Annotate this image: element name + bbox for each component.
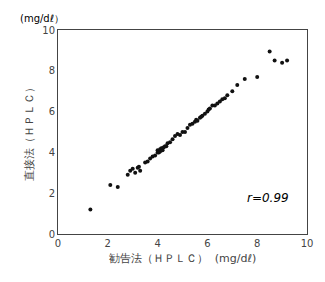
svg-text:10: 10 [42, 25, 55, 36]
svg-text:0: 0 [55, 238, 61, 249]
svg-text:勧告法（ＨＰＬＣ） (mg/dℓ): 勧告法（ＨＰＬＣ） (mg/dℓ) [109, 252, 257, 265]
svg-text:4: 4 [154, 238, 160, 249]
svg-text:6: 6 [49, 106, 55, 117]
svg-text:4: 4 [49, 147, 55, 158]
svg-text:8: 8 [254, 238, 260, 249]
svg-text:(mg/dℓ）: (mg/dℓ） [20, 13, 64, 24]
svg-text:2: 2 [49, 188, 55, 199]
svg-text:0: 0 [49, 229, 55, 240]
svg-text:6: 6 [204, 238, 210, 249]
svg-text:r=0.99: r=0.99 [247, 191, 289, 205]
svg-text:8: 8 [49, 65, 55, 76]
svg-text:2: 2 [105, 238, 111, 249]
svg-text:直接法（ＨＰＬＣ）: 直接法（ＨＰＬＣ） [23, 82, 36, 181]
svg-text:10: 10 [301, 238, 314, 249]
